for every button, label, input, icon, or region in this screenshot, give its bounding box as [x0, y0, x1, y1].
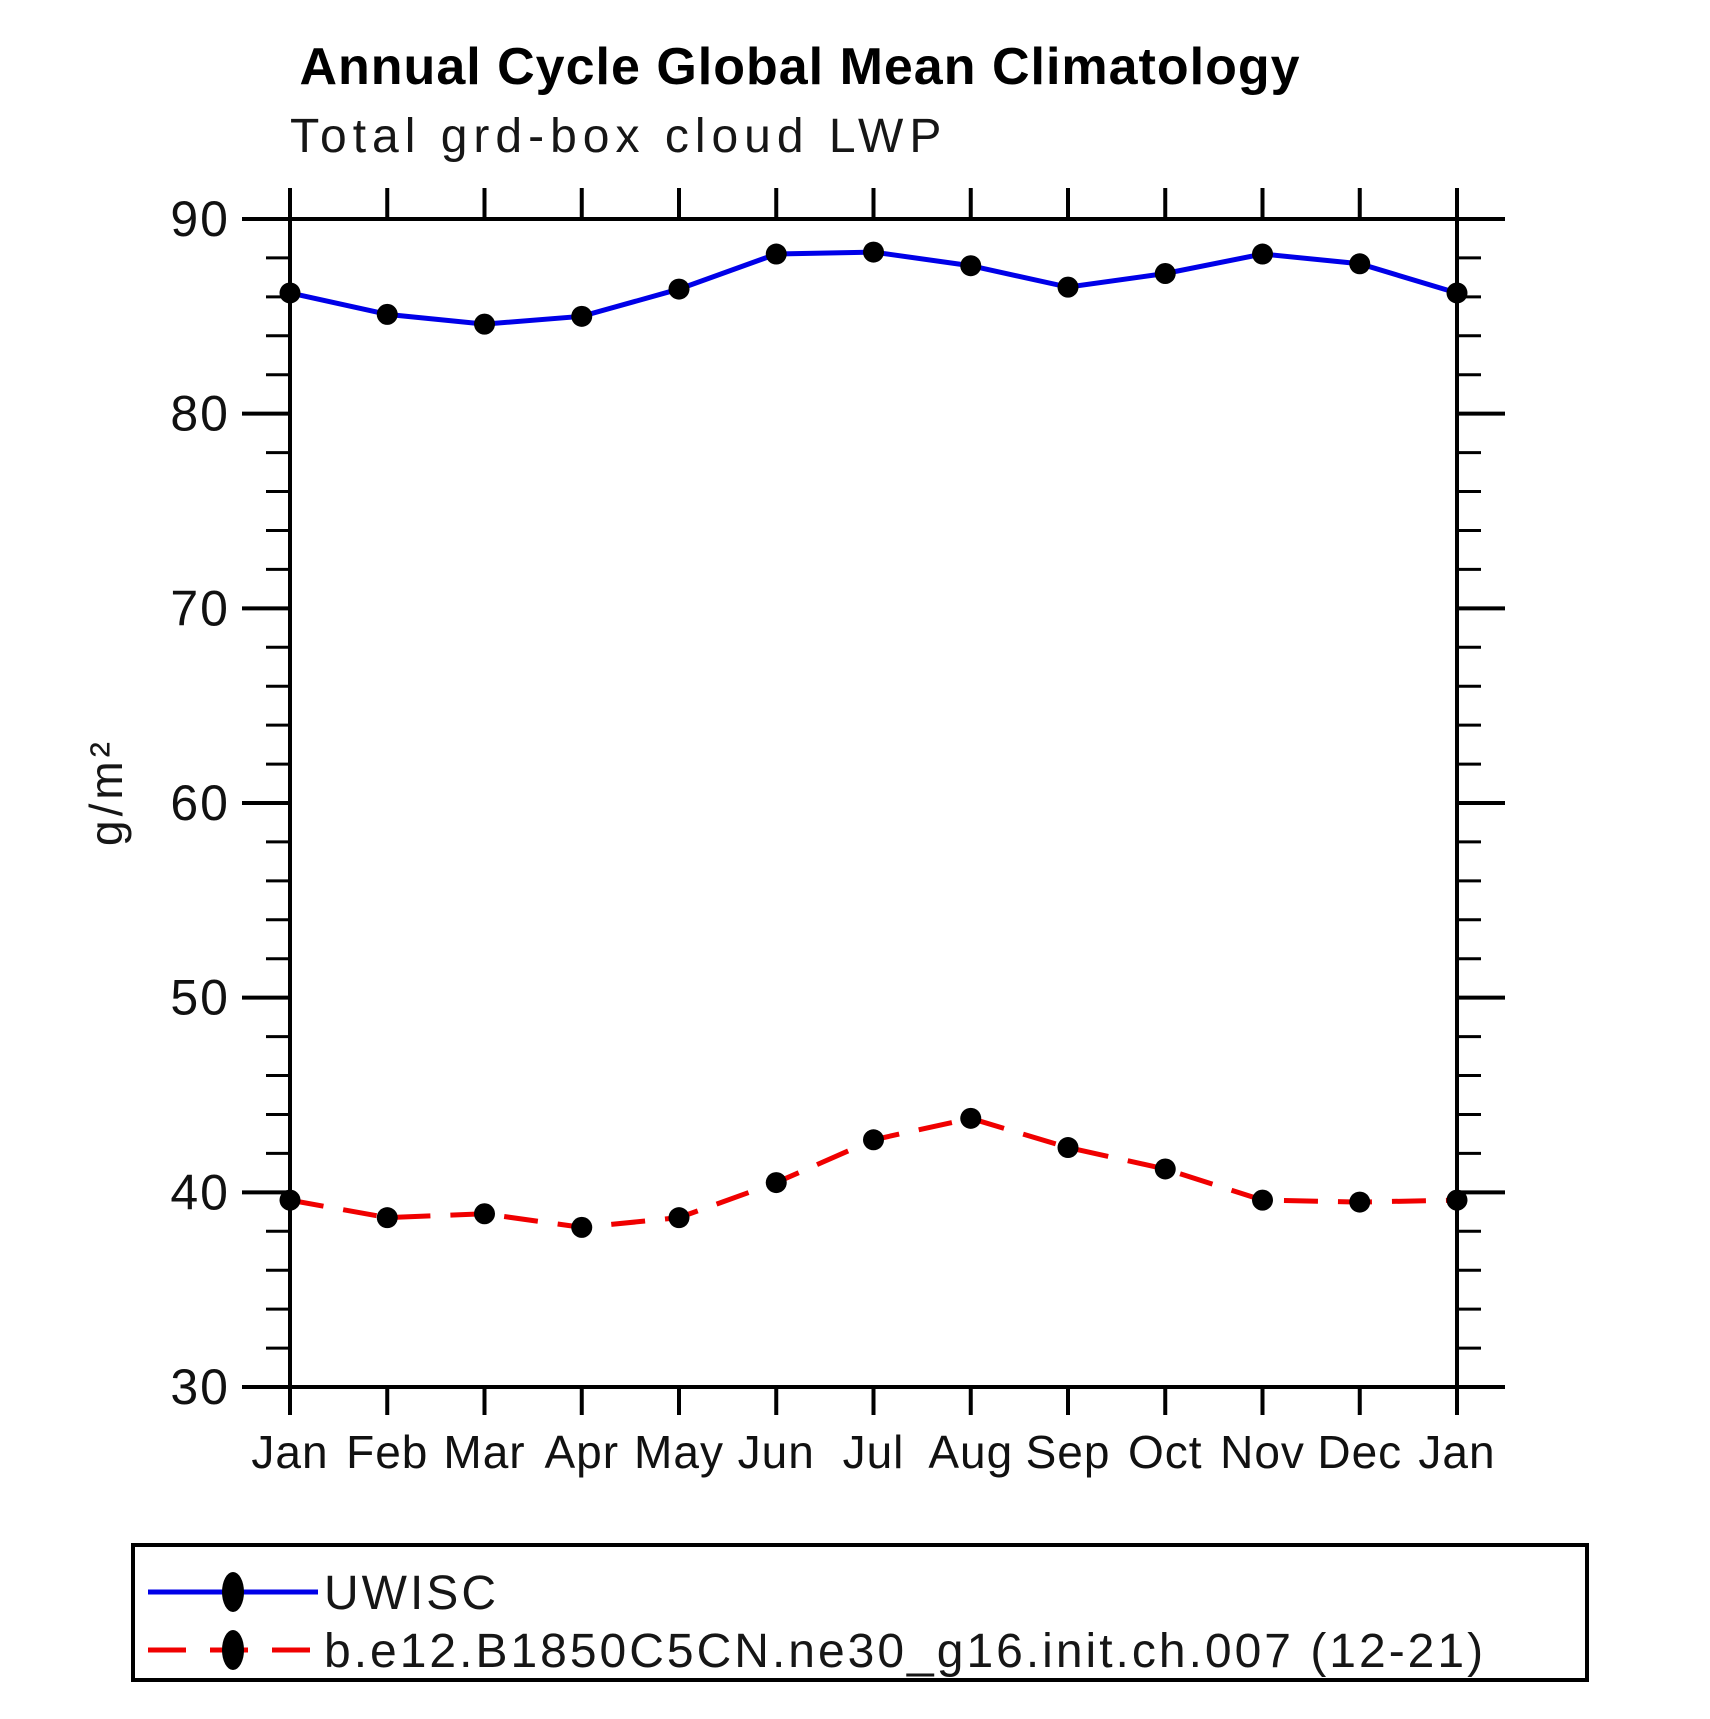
legend-item-model: b.e12.B1850C5CN.ne30_g16.init.ch.007 (12…: [148, 1625, 1486, 1678]
data-point: [1154, 1158, 1176, 1180]
data-point: [668, 278, 690, 300]
legend-marker-circle: [222, 1630, 244, 1670]
series-line-0: [289, 249, 1458, 327]
legend-box: [131, 1543, 1589, 1682]
data-point: [1446, 1189, 1468, 1211]
y-tick-label: 50: [170, 970, 230, 1026]
data-point: [960, 1107, 982, 1129]
data-point: [1057, 276, 1079, 298]
y-tick-label: 60: [170, 775, 230, 831]
legend-label-uwisc: UWISC: [324, 1567, 499, 1620]
data-point: [1349, 253, 1371, 275]
data-point: [1057, 1137, 1079, 1159]
data-point: [279, 1189, 301, 1211]
data-point: [1154, 263, 1176, 285]
data-point: [1446, 282, 1468, 304]
data-point: [474, 313, 495, 335]
data-point: [376, 303, 398, 325]
y-tick-label: 90: [170, 191, 230, 247]
x-tick-label: Aug: [928, 1426, 1013, 1478]
data-point: [863, 1129, 884, 1151]
y-tick-label: 70: [170, 580, 230, 636]
data-point: [571, 305, 593, 327]
x-tick-label: Sep: [1026, 1426, 1111, 1478]
legend: UWISC b.e12.B1850C5CN.ne30_g16.init.ch.0…: [131, 1543, 1589, 1682]
x-tick-label: Feb: [346, 1426, 428, 1478]
data-point: [376, 1207, 398, 1229]
y-tick-label: 30: [170, 1359, 230, 1415]
x-tick-label: Jan: [1418, 1426, 1495, 1478]
data-point: [765, 1172, 787, 1194]
x-tick-label: Dec: [1317, 1426, 1402, 1478]
plot-area: Jan Feb Mar Apr May Jun Jul Aug Sep Oct Nov Dec Jan 3…: [170, 188, 1505, 1478]
data-point: [1252, 1189, 1273, 1211]
data-point: [765, 243, 787, 265]
x-tick-label: Jul: [843, 1426, 905, 1478]
legend-label-model: b.e12.B1850C5CN.ne30_g16.init.ch.007 (12…: [324, 1625, 1486, 1678]
y-tick-label: 40: [170, 1164, 230, 1220]
x-tick-label: Apr: [544, 1426, 619, 1478]
data-point: [960, 255, 982, 277]
data-point: [668, 1207, 690, 1229]
x-tick-label: Oct: [1128, 1426, 1203, 1478]
data-point: [474, 1203, 495, 1225]
plot-frame: [288, 217, 1459, 1389]
x-tick-label: Jan: [251, 1426, 328, 1478]
chart-title: Annual Cycle Global Mean Climatology: [299, 38, 1300, 96]
data-point: [1349, 1191, 1371, 1213]
x-tick-label: Jun: [738, 1426, 815, 1478]
chart-subtitle: Total grd-box cloud LWP: [290, 110, 947, 163]
x-tick-label: Nov: [1220, 1426, 1305, 1478]
x-tick-label: May: [634, 1426, 724, 1478]
x-tick-label: Mar: [443, 1426, 525, 1478]
legend-item-uwisc: UWISC: [148, 1567, 499, 1620]
y-axis-label: g/m²: [80, 738, 132, 846]
y-tick-label: 80: [170, 386, 230, 442]
data-point: [1252, 243, 1273, 265]
data-point: [279, 282, 301, 304]
data-point: [863, 241, 884, 263]
data-point: [571, 1216, 593, 1238]
legend-marker-circle: [222, 1572, 244, 1612]
